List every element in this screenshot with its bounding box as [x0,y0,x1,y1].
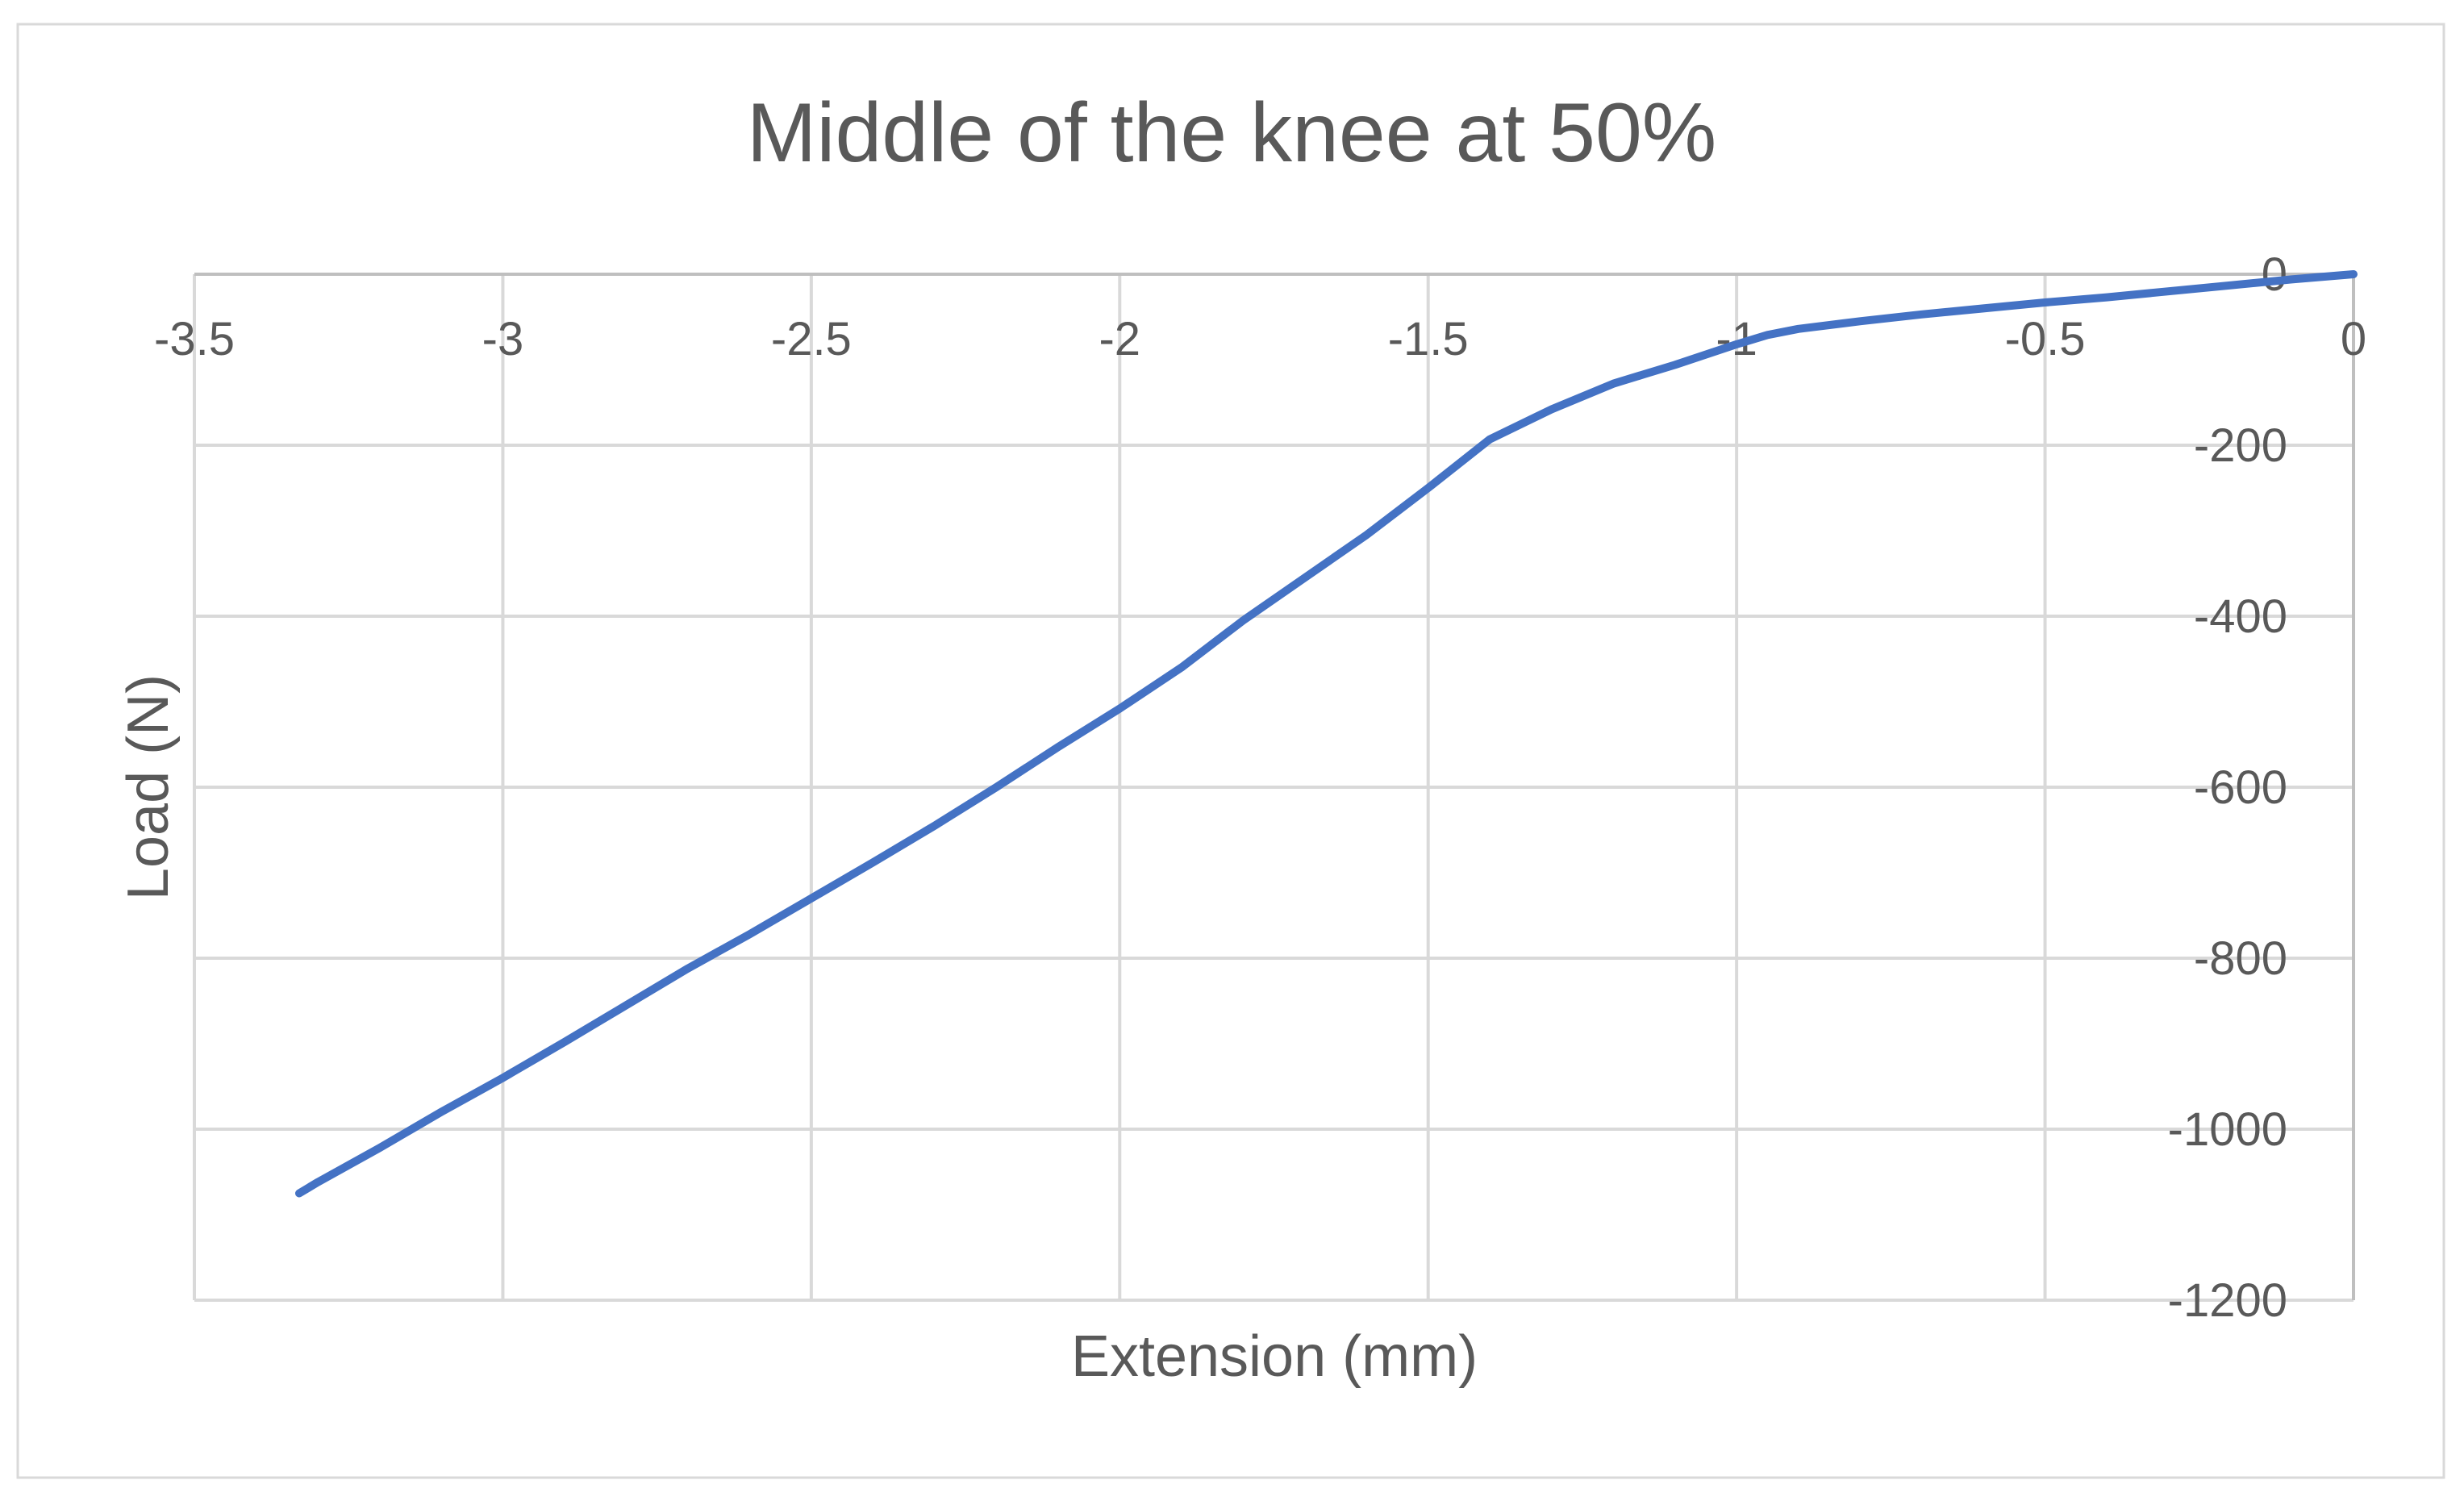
series-line [295,270,2358,1198]
tick-labels: -3.5 -3 -2.5 -2 -1.5 -1 -0.5 00-200-400-600-800… [154,248,2366,1327]
series-lines [295,270,2358,1198]
x-tick-label: -3 [482,313,524,365]
y-tick-label: -600 [2194,761,2287,814]
y-tick-label: -1000 [2168,1103,2287,1156]
y-tick-label: -200 [2194,419,2287,472]
x-tick-label: -2.5 [771,313,852,365]
x-tick-label: -2 [1099,313,1140,365]
y-tick-label: -400 [2194,590,2287,643]
axes [194,273,2355,1300]
x-tick-label: 0 [2341,313,2366,365]
y-tick-label: -800 [2194,932,2287,985]
x-axis-title: Extension (mm) [1071,1324,1478,1389]
chart-border [16,23,2445,1479]
chart-title: Middle of the knee at 50% [747,86,1717,180]
y-axis-title: Load (N) [116,674,181,900]
y-tick-label: 0 [2262,248,2287,301]
x-tick-label: -3.5 [154,313,235,365]
grid-lines [193,273,2355,1302]
x-tick-label: -0.5 [2005,313,2086,365]
y-tick-label: -1200 [2168,1274,2287,1327]
x-tick-label: -1.5 [1388,313,1469,365]
